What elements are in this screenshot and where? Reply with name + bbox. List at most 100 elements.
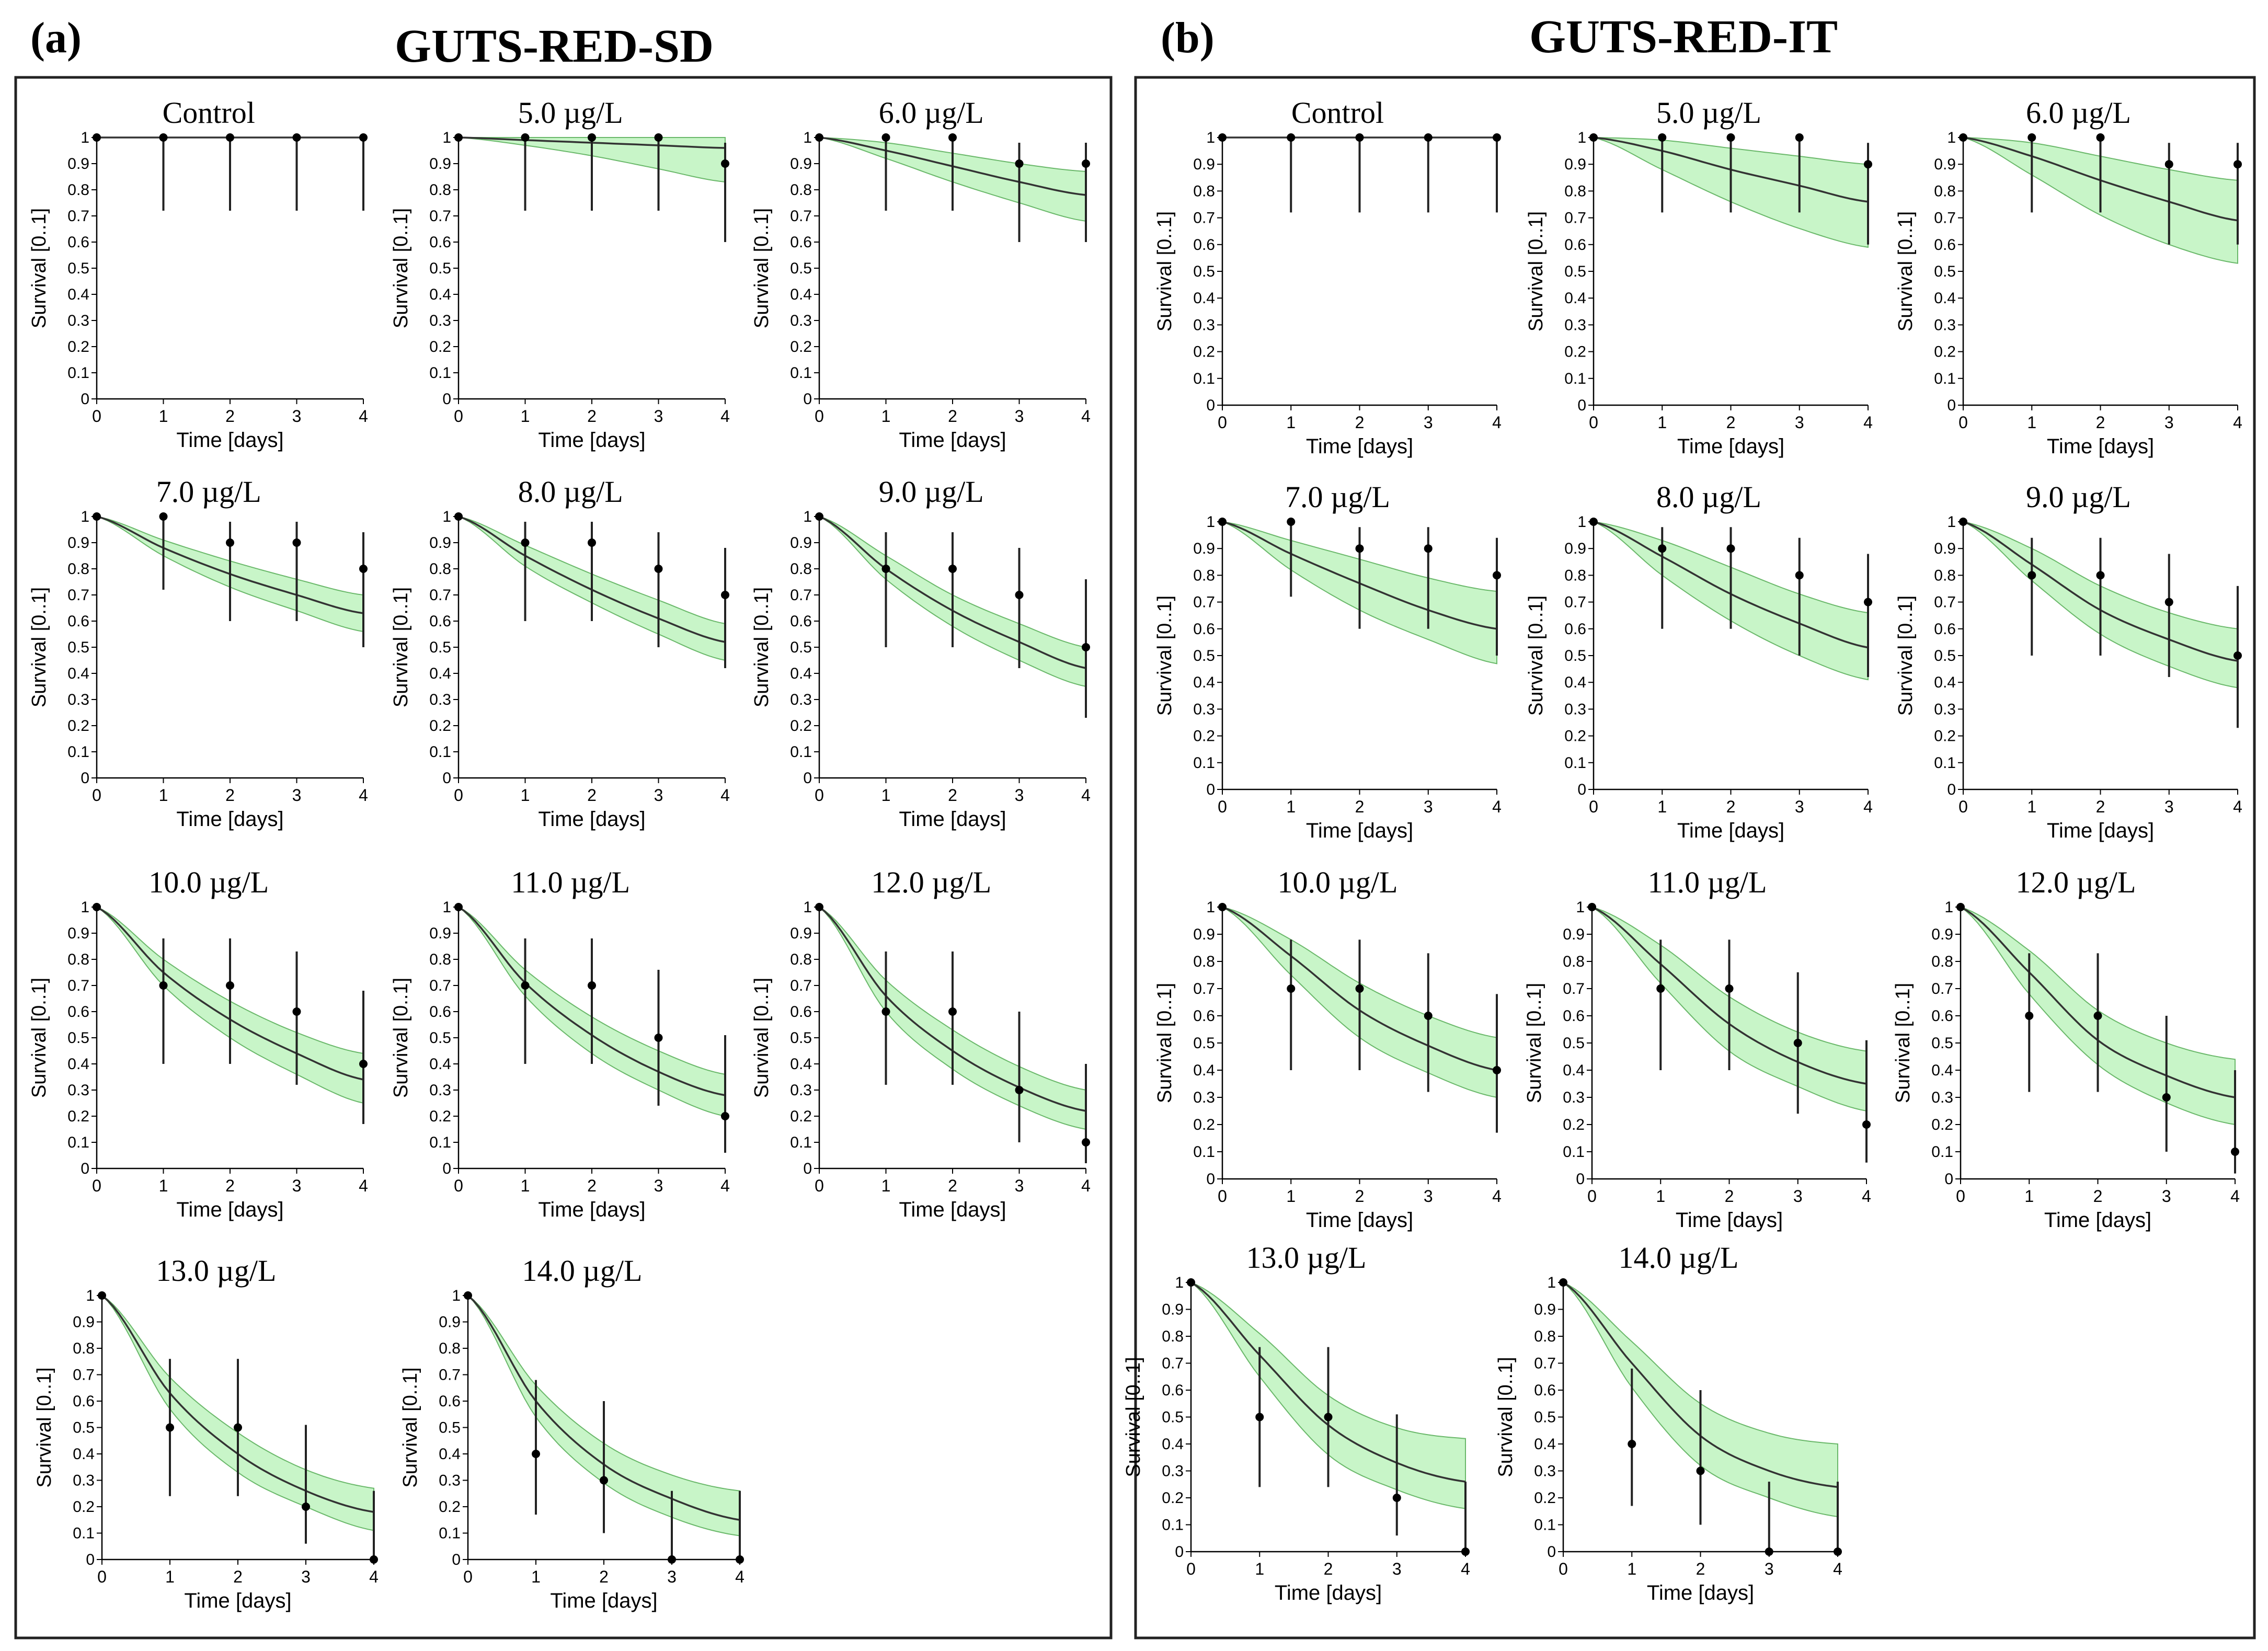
observed-point (521, 133, 530, 142)
x-tick-label: 1 (2027, 413, 2036, 432)
y-tick-label: 0.6 (790, 613, 812, 630)
observed-point (159, 981, 168, 990)
subplot-title: 7.0 µg/L (1285, 480, 1390, 514)
x-tick-label: 4 (1492, 1187, 1502, 1206)
observed-point (532, 1450, 540, 1458)
y-tick-label: 0.5 (790, 639, 812, 656)
observed-point (2093, 1012, 2102, 1020)
y-tick-label: 1 (803, 899, 812, 916)
y-tick-label: 0.8 (1193, 953, 1215, 970)
x-axis-label: Time [days] (550, 1589, 657, 1612)
y-tick-label: 0 (1577, 397, 1586, 414)
y-axis-label: Survival [0..1] (28, 208, 50, 328)
x-tick-label: 2 (1725, 1187, 1734, 1206)
x-tick-label: 0 (815, 407, 824, 426)
observed-point (454, 133, 463, 142)
observed-point (159, 133, 168, 142)
y-tick-label: 0.9 (1563, 926, 1585, 943)
x-tick-label: 0 (92, 407, 101, 426)
y-tick-label: 0 (1576, 1171, 1585, 1188)
y-tick-label: 0.3 (1193, 1089, 1215, 1106)
y-tick-label: 0.5 (1193, 263, 1215, 280)
y-tick-label: 0.4 (1193, 290, 1215, 307)
y-tick-label: 1 (803, 508, 812, 525)
y-tick-label: 0.5 (1934, 647, 1956, 664)
y-tick-label: 0.3 (1934, 701, 1956, 718)
y-tick-label: 0.8 (1534, 1328, 1556, 1345)
y-tick-label: 0.8 (790, 951, 812, 968)
x-tick-label: 0 (454, 786, 463, 805)
x-tick-label: 0 (1589, 797, 1598, 816)
y-tick-label: 0.5 (1534, 1409, 1556, 1426)
x-axis-label: Time [days] (1306, 1209, 1413, 1232)
y-tick-label: 0.4 (1934, 290, 1956, 307)
y-tick-label: 0.1 (1534, 1517, 1556, 1534)
subplot-a-3: 7.0 µg/L 0 0.1 0.2 0.3 0.4 0.5 0.6 0.7 0.8 0.9 1 0 1 2… (28, 475, 368, 831)
y-tick-label: 0.7 (790, 977, 812, 994)
subplot-a-8: 12.0 µg/L 0 0.1 0.2 0.3 0.4 0.5 0.6 0.7 0.8 0.9 1 0 1… (751, 865, 1091, 1221)
x-tick-label: 2 (1355, 1187, 1365, 1206)
observed-point (2164, 160, 2173, 169)
y-tick-label: 0.6 (429, 234, 451, 251)
observed-point (159, 512, 168, 521)
x-tick-label: 0 (1186, 1560, 1196, 1578)
y-tick-label: 0.5 (790, 260, 812, 277)
x-tick-label: 3 (1424, 797, 1433, 816)
observed-point (292, 538, 301, 547)
x-tick-label: 1 (881, 786, 891, 805)
y-tick-label: 0.9 (1534, 1301, 1556, 1318)
y-tick-label: 0.2 (429, 338, 451, 356)
y-tick-label: 0.8 (1193, 567, 1215, 584)
y-tick-label: 0.2 (429, 717, 451, 735)
x-tick-label: 2 (1324, 1560, 1333, 1578)
y-axis-label: Survival [0..1] (28, 978, 50, 1098)
x-tick-label: 1 (521, 786, 530, 805)
observed-point (1493, 571, 1501, 580)
y-tick-label: 0.9 (1931, 926, 1953, 943)
observed-point (302, 1503, 310, 1511)
observed-point (1218, 133, 1227, 142)
y-tick-label: 0.3 (1193, 701, 1215, 718)
y-tick-label: 1 (442, 508, 451, 525)
y-tick-label: 0.8 (1162, 1328, 1184, 1345)
y-tick-label: 0.3 (1564, 316, 1586, 334)
y-tick-label: 0.3 (67, 691, 89, 708)
y-tick-label: 0.2 (1934, 343, 1956, 361)
y-tick-label: 0.2 (67, 1108, 89, 1125)
y-tick-label: 0.7 (1934, 594, 1956, 611)
y-tick-label: 0.1 (1193, 1143, 1215, 1161)
y-tick-label: 0.1 (73, 1525, 95, 1542)
x-axis-label: Time [days] (184, 1589, 291, 1612)
y-tick-label: 0.5 (429, 260, 451, 277)
y-tick-label: 0.1 (1934, 754, 1956, 772)
y-tick-label: 0.6 (1564, 236, 1586, 254)
subplot-b-21: 14.0 µg/L 0 0.1 0.2 0.3 0.4 0.5 0.6 0.7 0.8 0.9 1 0 1… (1495, 1241, 1842, 1604)
y-tick-label: 0.4 (790, 1056, 812, 1073)
x-tick-label: 4 (1461, 1560, 1470, 1578)
y-tick-label: 0.1 (429, 743, 451, 761)
subplot-b-17: 10.0 µg/L 0 0.1 0.2 0.3 0.4 0.5 0.6 0.7 0.8 0.9 1 0 1… (1154, 865, 1502, 1232)
y-tick-label: 0.5 (67, 1029, 89, 1047)
x-axis-label: Time [days] (1677, 435, 1784, 458)
y-tick-label: 0.9 (1162, 1301, 1184, 1318)
observed-point (1726, 544, 1735, 553)
x-tick-label: 2 (1355, 413, 1365, 432)
y-tick-label: 0.4 (790, 665, 812, 682)
x-tick-label: 0 (815, 786, 824, 805)
observed-point (1324, 1413, 1333, 1421)
observed-point (234, 1423, 242, 1432)
observed-point (668, 1555, 676, 1564)
x-tick-label: 2 (948, 786, 957, 805)
observed-point (1726, 133, 1735, 142)
y-tick-label: 0.7 (73, 1367, 95, 1384)
y-tick-label: 1 (442, 899, 451, 916)
x-tick-label: 3 (1795, 797, 1804, 816)
y-tick-label: 0.7 (1193, 210, 1215, 227)
y-tick-label: 0.4 (67, 286, 89, 303)
subplot-b-19: 12.0 µg/L 0 0.1 0.2 0.3 0.4 0.5 0.6 0.7 0.8 0.9 1 0 1… (1892, 865, 2240, 1232)
observed-point (359, 565, 368, 573)
x-tick-label: 3 (1015, 786, 1024, 805)
y-tick-label: 0.6 (67, 234, 89, 251)
y-tick-label: 0.9 (429, 155, 451, 173)
observed-point (588, 538, 596, 547)
